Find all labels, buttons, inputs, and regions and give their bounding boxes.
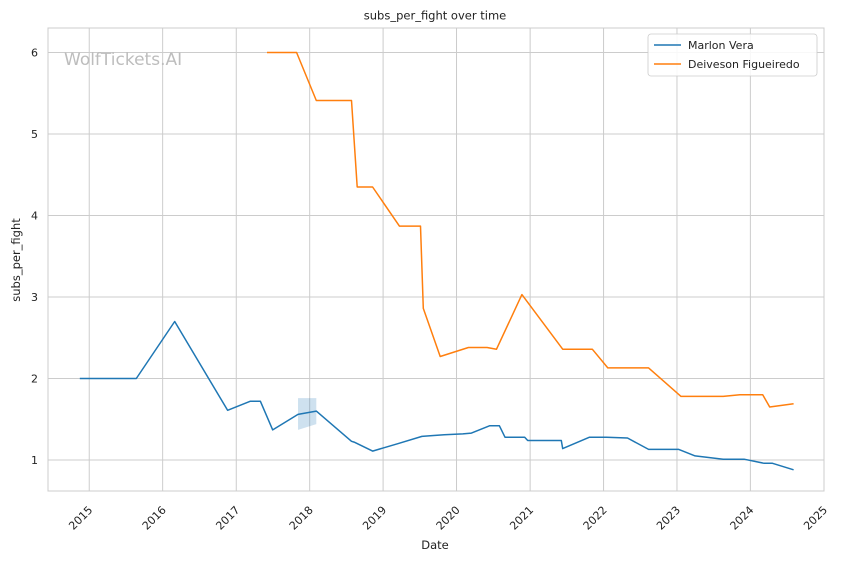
y-tick-labels: 1 2 3 4 5 6	[31, 46, 38, 467]
confidence-bands	[298, 398, 317, 430]
y-tick-label: 2	[31, 373, 38, 386]
legend: Marlon Vera Deiveson Figueiredo	[647, 33, 818, 77]
x-tick-label: 2019	[360, 504, 389, 533]
y-tick-label: 3	[31, 291, 38, 304]
watermark: WolfTickets.AI	[64, 50, 182, 70]
x-tick-label: 2025	[801, 504, 830, 533]
x-tick-label: 2021	[507, 504, 536, 533]
marlon-vera-confidence-band	[298, 398, 317, 430]
x-tick-label: 2024	[728, 504, 757, 533]
grid	[48, 28, 825, 491]
y-tick-label: 1	[31, 454, 38, 467]
x-tick-labels: 2015 2016 2017 2018 2019 2020 2021 2022 2023 2024…	[66, 504, 830, 533]
y-tick-label: 5	[31, 128, 38, 141]
y-tick-label: 6	[31, 46, 38, 59]
plot-frame	[47, 27, 825, 492]
x-tick-label: 2022	[581, 504, 610, 533]
x-tick-label: 2016	[140, 504, 169, 533]
series-lines	[79, 51, 794, 471]
legend-label-marlon-vera: Marlon Vera	[688, 39, 754, 52]
x-tick-label: 2020	[434, 504, 463, 533]
x-tick-label: 2015	[66, 504, 95, 533]
chart-title: subs_per_fight over time	[364, 9, 506, 23]
marlon-vera-series-line	[79, 320, 794, 471]
x-tick-label: 2017	[213, 504, 242, 533]
x-tick-label: 2018	[287, 504, 316, 533]
y-axis-label: subs_per_fight	[9, 218, 23, 302]
y-tick-label: 4	[31, 209, 38, 222]
x-tick-label: 2023	[654, 504, 683, 533]
deiveson-figueiredo-series-line	[267, 51, 794, 408]
legend-label-deiveson-figueiredo: Deiveson Figueiredo	[688, 58, 800, 71]
legend-box	[647, 33, 818, 77]
x-axis-label: Date	[421, 538, 449, 552]
